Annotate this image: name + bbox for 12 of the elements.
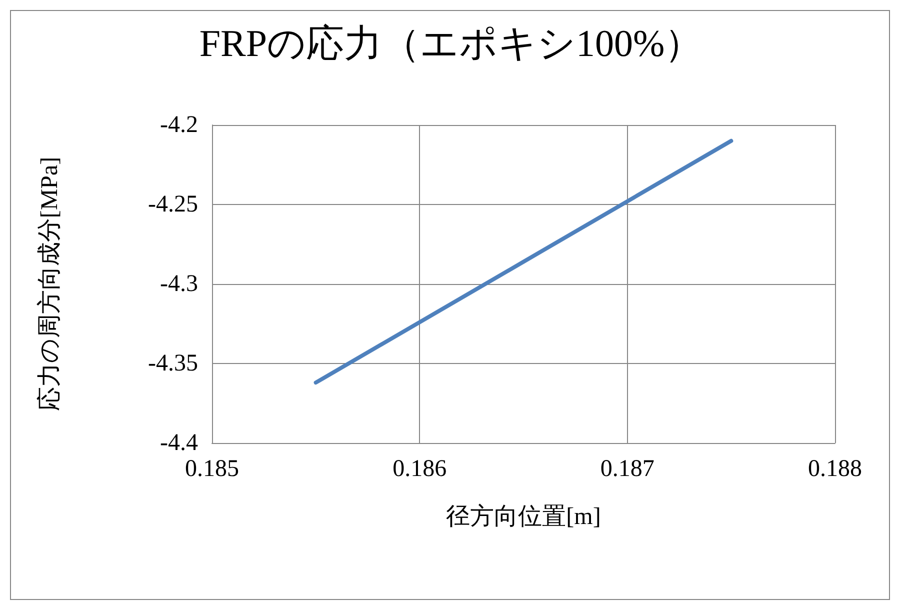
y-tick-label: -4.3 [160, 271, 198, 297]
y-tick-label: -4.4 [160, 430, 198, 456]
x-tick-label: 0.188 [808, 456, 862, 482]
y-tick-label: -4.2 [160, 112, 198, 138]
x-tick-label: 0.186 [392, 456, 447, 482]
y-tick-label: -4.25 [148, 192, 198, 218]
y-tick-label: -4.35 [148, 350, 198, 376]
x-tick-label: 0.185 [185, 456, 239, 482]
chart-title: FRPの応力（エポキシ100%） [199, 23, 703, 65]
y-axis-title: 応力の周方向成分[MPa] [36, 156, 63, 412]
x-axis-title: 径方向位置[m] [446, 503, 601, 530]
x-tick-label: 0.187 [600, 456, 654, 482]
